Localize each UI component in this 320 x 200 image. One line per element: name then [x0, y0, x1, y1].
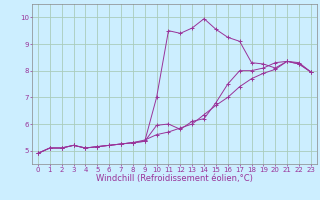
X-axis label: Windchill (Refroidissement éolien,°C): Windchill (Refroidissement éolien,°C) — [96, 174, 253, 183]
